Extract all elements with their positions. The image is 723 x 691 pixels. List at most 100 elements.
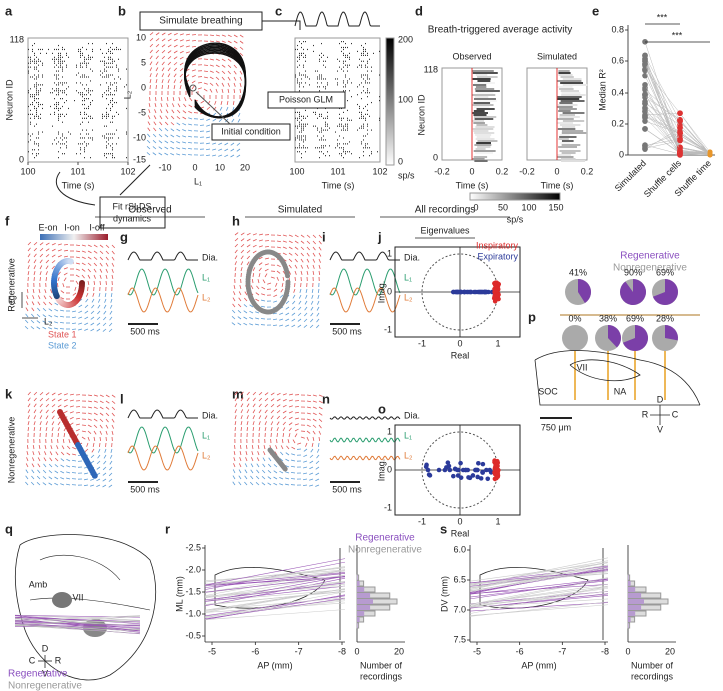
- spike: [60, 52, 61, 54]
- hist-bar: [357, 575, 358, 580]
- spike: [54, 56, 55, 58]
- spike: [68, 131, 69, 133]
- vector: [234, 238, 239, 242]
- spike: [321, 82, 322, 84]
- label: I-off: [89, 222, 105, 232]
- vector: [261, 469, 266, 474]
- spike: [92, 139, 93, 141]
- spike: [301, 125, 302, 127]
- vector: [316, 306, 320, 311]
- spike: [90, 90, 91, 92]
- spike: [38, 70, 39, 72]
- vector: [179, 73, 183, 78]
- vector: [55, 451, 59, 456]
- vector: [227, 40, 232, 44]
- panel-label: j: [377, 229, 382, 244]
- spike: [367, 52, 368, 54]
- spike: [54, 60, 55, 62]
- spike: [106, 107, 107, 110]
- heat-cell: [473, 102, 491, 104]
- vector: [252, 239, 257, 242]
- vector: [189, 97, 193, 102]
- vector: [96, 466, 101, 470]
- spike: [58, 141, 59, 143]
- vector: [282, 393, 287, 396]
- spike: [58, 60, 59, 62]
- vector: [42, 314, 47, 318]
- spike: [64, 153, 65, 155]
- vector: [318, 240, 322, 245]
- vector: [221, 76, 225, 81]
- spike: [301, 52, 302, 54]
- spike: [112, 98, 113, 100]
- vector: [305, 288, 308, 293]
- vector: [246, 403, 250, 408]
- label: Nonregenerative: [613, 263, 687, 274]
- spike: [357, 94, 358, 96]
- vector: [31, 301, 35, 306]
- spike: [112, 84, 113, 86]
- vector: [291, 453, 296, 456]
- spike: [361, 125, 362, 127]
- vector: [31, 307, 35, 312]
- heat-cell: [561, 126, 576, 128]
- spike: [42, 76, 43, 78]
- vector: [182, 110, 187, 114]
- vector: [218, 142, 223, 146]
- vector: [306, 234, 311, 238]
- vector: [236, 148, 241, 152]
- vector: [152, 140, 157, 144]
- spike: [307, 48, 308, 51]
- vector: [149, 61, 153, 66]
- heat-cell: [560, 100, 585, 102]
- panel-label: m: [232, 386, 244, 401]
- vector: [99, 400, 104, 404]
- vector: [48, 470, 53, 474]
- spike: [32, 149, 33, 151]
- vector: [146, 139, 151, 144]
- spike: [110, 52, 111, 54]
- vector: [240, 397, 244, 402]
- vector: [191, 45, 197, 48]
- spike: [307, 115, 308, 117]
- spike: [34, 98, 35, 100]
- spike: [34, 60, 35, 62]
- spike: [42, 107, 43, 110]
- spike: [42, 103, 43, 106]
- vector: [215, 40, 220, 43]
- exp-point: [466, 475, 471, 480]
- spike: [339, 135, 340, 137]
- label: DV (mm): [439, 576, 449, 612]
- spike: [363, 151, 364, 153]
- spike: [66, 64, 67, 66]
- hist-bar: [357, 581, 360, 586]
- spike: [367, 66, 368, 68]
- spike: [100, 84, 101, 86]
- label: -5: [208, 646, 216, 656]
- vector: [99, 262, 103, 267]
- vector: [258, 421, 261, 426]
- spike: [327, 115, 328, 117]
- l2-trace: [329, 287, 401, 313]
- spike: [325, 60, 326, 62]
- spike: [108, 48, 109, 51]
- vector: [60, 290, 65, 294]
- vector: [294, 417, 299, 420]
- spike: [54, 111, 55, 113]
- label: Simulated: [537, 51, 577, 61]
- vector: [300, 258, 304, 263]
- heat-cell: [473, 82, 495, 84]
- vector: [252, 267, 256, 272]
- vector: [93, 436, 96, 441]
- vector: [27, 426, 30, 432]
- exp-point: [476, 460, 481, 466]
- vector: [167, 50, 172, 54]
- vector: [262, 457, 266, 462]
- label: Simulated: [278, 205, 322, 216]
- vector: [230, 154, 235, 158]
- spike: [102, 117, 103, 119]
- spike: [305, 139, 306, 141]
- vector: [239, 82, 242, 87]
- heat-cell: [474, 132, 495, 134]
- label: 20: [240, 162, 250, 172]
